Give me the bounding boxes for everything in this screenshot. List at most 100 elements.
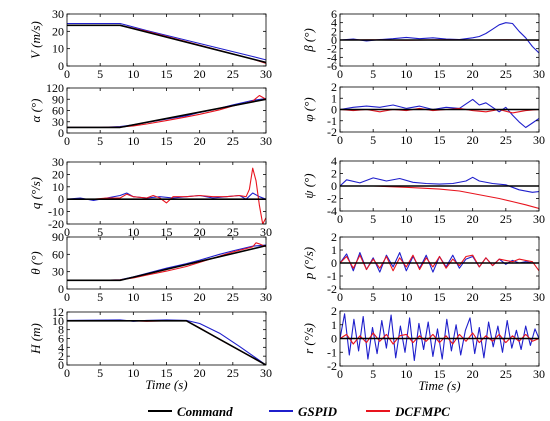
x-tick-label: 20 bbox=[467, 133, 479, 147]
x-tick-label: 20 bbox=[194, 225, 206, 239]
series-line-dcfmpc bbox=[67, 242, 266, 281]
subplot-9-series bbox=[340, 252, 539, 273]
x-tick-label: 0 bbox=[64, 67, 70, 81]
x-tick-label: 10 bbox=[400, 67, 412, 81]
axes-frame bbox=[66, 161, 267, 225]
x-tick-label: 10 bbox=[127, 67, 139, 81]
y-tick-label: 2 bbox=[331, 304, 337, 318]
x-tick-label: 30 bbox=[260, 290, 272, 304]
y-tick-label: -1 bbox=[327, 345, 337, 359]
x-tick-label: 30 bbox=[533, 367, 545, 381]
legend-label-dcfmpc: DCFMPC bbox=[394, 404, 450, 419]
x-tick-label: 0 bbox=[64, 225, 70, 239]
x-tick-label: 0 bbox=[337, 290, 343, 304]
y-tick-label: 2 bbox=[331, 230, 337, 244]
y-tick-label: 8 bbox=[58, 323, 64, 337]
series-line-dcfmpc bbox=[67, 24, 266, 64]
y-axis-label: φ (°) bbox=[301, 97, 316, 121]
x-tick-label: 25 bbox=[500, 67, 512, 81]
y-tick-label: 90 bbox=[52, 230, 64, 244]
x-tick-label: 30 bbox=[260, 67, 272, 81]
x-tick-label: 10 bbox=[400, 133, 412, 147]
y-tick-label: 60 bbox=[52, 104, 64, 118]
x-tick-label: 15 bbox=[434, 367, 446, 381]
x-tick-label: 20 bbox=[194, 366, 206, 380]
y-tick-label: -2 bbox=[327, 282, 337, 296]
y-tick-label: 4 bbox=[331, 154, 337, 168]
series-line-dcfmpc bbox=[340, 332, 539, 345]
x-tick-label: 5 bbox=[370, 367, 376, 381]
y-tick-label: 2 bbox=[331, 24, 337, 38]
y-tick-label: -4 bbox=[327, 204, 337, 218]
y-tick-label: 20 bbox=[52, 24, 64, 38]
x-tick-label: 5 bbox=[370, 133, 376, 147]
y-tick-label: 0 bbox=[331, 179, 337, 193]
subplot-10-series bbox=[340, 313, 539, 362]
series-line-dcfmpc bbox=[67, 94, 266, 128]
x-tick-label: 25 bbox=[500, 212, 512, 226]
legend-label-command: Command bbox=[177, 404, 233, 419]
subplot-7-series bbox=[340, 98, 539, 129]
y-tick-label: 12 bbox=[52, 305, 64, 319]
x-tick-label: 30 bbox=[533, 290, 545, 304]
series-line-gspid bbox=[340, 313, 539, 362]
y-tick-label: 0 bbox=[331, 332, 337, 346]
x-tick-label: 5 bbox=[370, 67, 376, 81]
y-tick-label: 0 bbox=[331, 33, 337, 47]
x-tick-label: 0 bbox=[337, 67, 343, 81]
legend-label-gspid: GSPID bbox=[298, 404, 338, 419]
x-tick-label: 25 bbox=[227, 225, 239, 239]
series-line-gspid bbox=[340, 22, 539, 54]
x-tick-label: 10 bbox=[400, 367, 412, 381]
axes-frame bbox=[66, 13, 267, 67]
y-tick-label: 6 bbox=[331, 7, 337, 21]
axes-frame bbox=[66, 87, 267, 134]
series-line-command bbox=[67, 319, 266, 365]
y-tick-label: 0 bbox=[58, 282, 64, 296]
y-tick-label: -6 bbox=[327, 59, 337, 73]
series-line-gspid bbox=[67, 22, 266, 61]
y-tick-label: 0 bbox=[58, 192, 64, 206]
x-tick-label: 30 bbox=[260, 225, 272, 239]
x-tick-label: 20 bbox=[467, 67, 479, 81]
x-tick-label: 0 bbox=[337, 367, 343, 381]
x-tick-label: 20 bbox=[467, 290, 479, 304]
x-tick-label: 10 bbox=[400, 290, 412, 304]
series-line-gspid bbox=[340, 176, 539, 193]
y-tick-label: -10 bbox=[48, 205, 64, 219]
x-tick-label: 15 bbox=[161, 67, 173, 81]
series-line-dcfmpc bbox=[67, 167, 266, 224]
subplot-6-series bbox=[340, 22, 539, 54]
y-tick-label: 4 bbox=[58, 340, 64, 354]
x-tick-label: 20 bbox=[467, 212, 479, 226]
series-line-gspid bbox=[67, 319, 266, 365]
series-line-dcfmpc bbox=[340, 254, 539, 272]
series-line-gspid bbox=[67, 244, 266, 281]
x-tick-label: 10 bbox=[127, 134, 139, 148]
y-tick-label: 6 bbox=[58, 332, 64, 346]
y-tick-label: -4 bbox=[327, 50, 337, 64]
x-tick-label: 20 bbox=[194, 134, 206, 148]
y-tick-label: 0 bbox=[58, 59, 64, 73]
x-tick-label: 25 bbox=[227, 290, 239, 304]
y-tick-label: 10 bbox=[52, 180, 64, 194]
x-tick-label: 10 bbox=[127, 225, 139, 239]
x-tick-label: 15 bbox=[434, 67, 446, 81]
x-tick-label: 20 bbox=[467, 367, 479, 381]
x-tick-label: 15 bbox=[434, 133, 446, 147]
series-line-command bbox=[67, 244, 266, 282]
y-tick-label: -1 bbox=[327, 114, 337, 128]
y-axis-label: q (°/s) bbox=[28, 177, 43, 209]
y-tick-label: 120 bbox=[46, 81, 64, 95]
y-axis-label: r (°/s) bbox=[301, 323, 316, 354]
x-tick-label: 15 bbox=[161, 290, 173, 304]
y-axis-label: ψ (°) bbox=[301, 173, 316, 198]
y-tick-label: 1 bbox=[331, 318, 337, 332]
